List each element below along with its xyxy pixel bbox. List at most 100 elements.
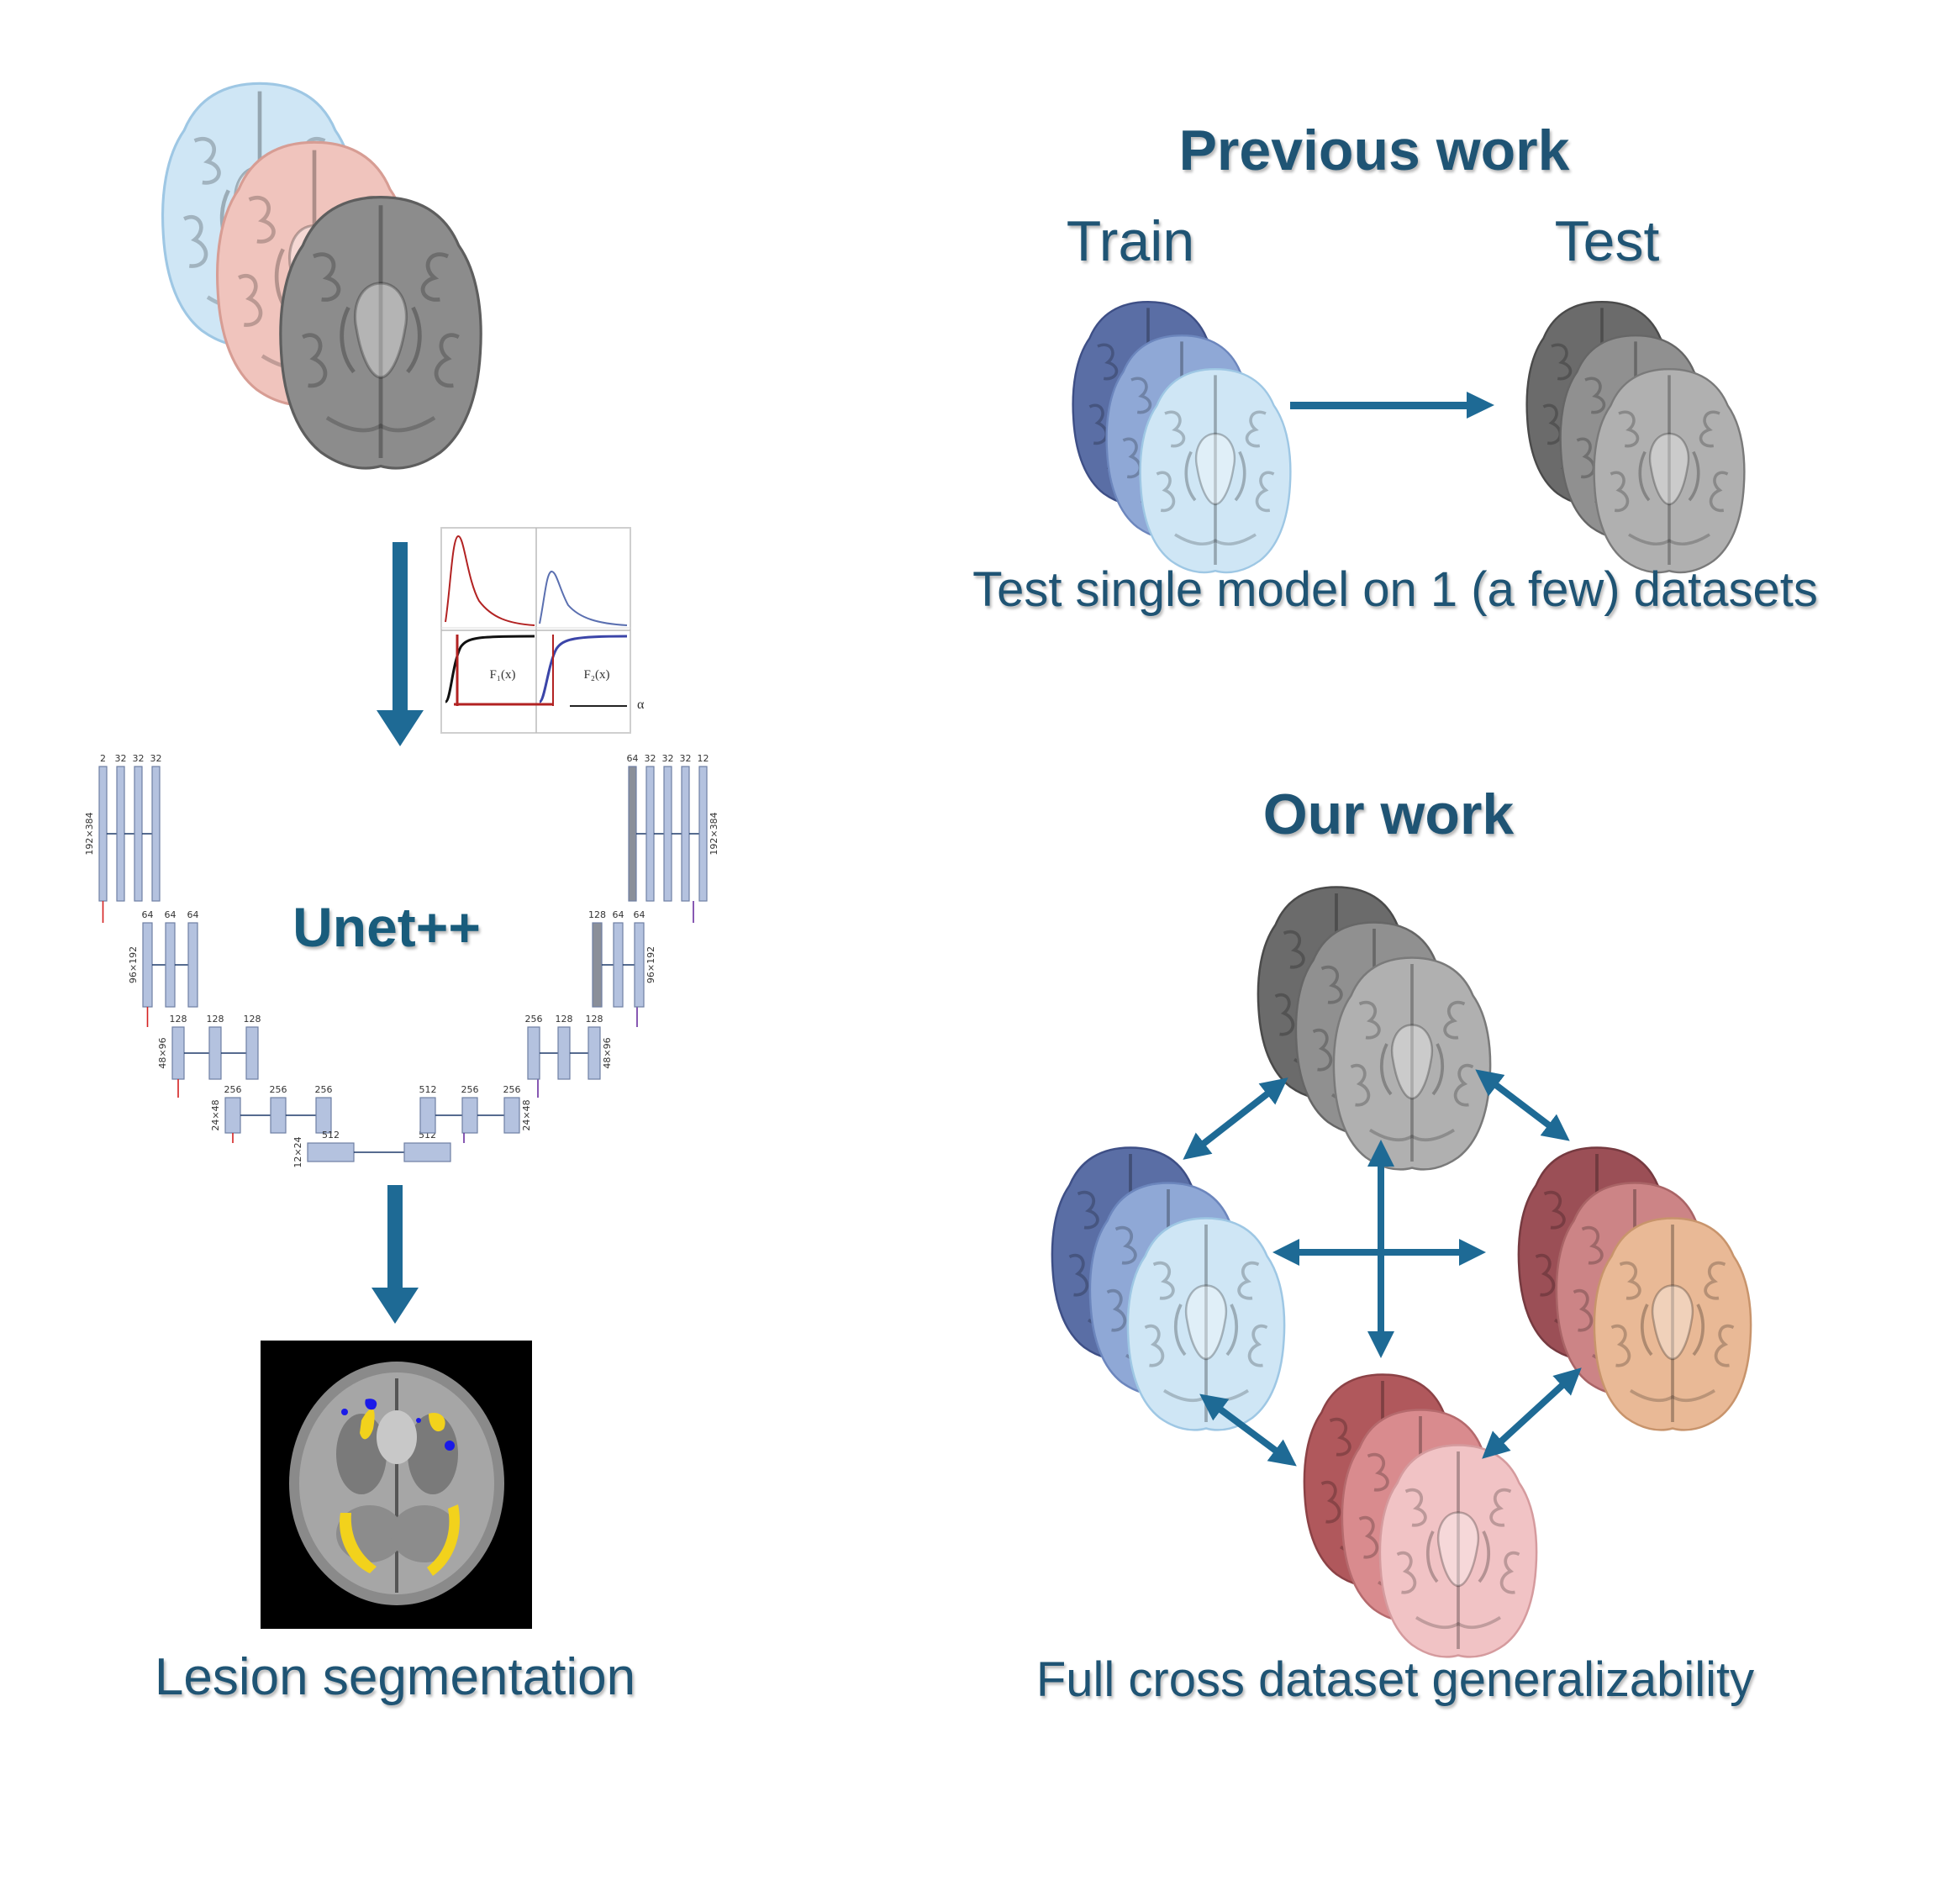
segmentation-mri-image [261, 1341, 532, 1629]
enc-channel-label-1-1: 64 [165, 909, 177, 920]
dec-channel-label-3-2: 32 [662, 753, 674, 764]
previous-work-caption: Test single model on 1 (a few) datasets [972, 562, 1818, 617]
enc-block-1-2 [187, 922, 198, 1008]
dec-block-2-0 [592, 922, 603, 1008]
lesion-false-positive-2 [445, 1441, 455, 1451]
dec-block-0-1 [461, 1097, 478, 1134]
cdf-curve-1 [444, 635, 535, 703]
enc-block-3-2 [315, 1097, 332, 1134]
enc-channel-label-2-2: 128 [244, 1014, 261, 1025]
dec-resolution-label-3: 192×384 [709, 812, 719, 855]
arrow-head [371, 1288, 419, 1324]
enc-block-4-0 [307, 1142, 355, 1162]
lesion-frontal-right [429, 1412, 445, 1432]
dec-channel-label-1-0: 256 [525, 1014, 543, 1025]
down-arrow-2 [371, 1185, 419, 1324]
enc-block-0-3 [151, 766, 161, 902]
lesion-false-positive-3 [341, 1409, 348, 1415]
enc-channel-label-2-0: 128 [170, 1014, 187, 1025]
dec-block-3-1 [645, 766, 655, 902]
pdf-curve-1 [445, 535, 535, 626]
enc-block-3-0 [224, 1097, 241, 1134]
previous-work-title: Previous work [1178, 119, 1570, 182]
enc-block-0-0 [98, 766, 108, 902]
enc-block-2-1 [208, 1026, 222, 1080]
lesion-frontal-left [360, 1409, 375, 1440]
lesion-posterior-right [427, 1504, 460, 1576]
dec-channel-label-2-0: 128 [588, 909, 606, 920]
train-to-test-arrow [1290, 392, 1494, 419]
dec-block-3-3 [681, 766, 690, 902]
arrow-gray-blue [1183, 1077, 1288, 1160]
enc-block-1-1 [165, 922, 176, 1008]
curve-label-1: F₁(x) [489, 668, 515, 682]
brain-gray [279, 196, 482, 470]
enc-channel-label-3-1: 256 [270, 1084, 287, 1095]
dec-block-0-0 [419, 1097, 436, 1134]
enc-resolution-label-3: 24×48 [210, 1099, 221, 1130]
model-label: Unet++ [292, 896, 481, 958]
dec-block-1-1 [557, 1026, 571, 1080]
dec-block-2-2 [634, 922, 645, 1008]
down-arrow-1 [377, 542, 424, 746]
enc-channel-label-0-2: 32 [133, 753, 145, 764]
dec-block-3-2 [663, 766, 672, 902]
train-label: Train [1066, 209, 1195, 273]
enc-channel-label-2-1: 128 [207, 1014, 224, 1025]
input-brain-stack [161, 82, 482, 470]
lesion-posterior-left [340, 1513, 377, 1573]
dec-block-0-2 [503, 1097, 520, 1134]
dec-block-1-2 [587, 1026, 601, 1080]
enc-channel-label-3-0: 256 [224, 1084, 242, 1095]
enc-resolution-label-1: 96×192 [128, 946, 139, 983]
enc-channel-label-3-2: 256 [315, 1084, 333, 1095]
curve-label-2: F₂(x) [583, 668, 609, 682]
previous-work-train-stack [1072, 301, 1292, 574]
dec-channel-label-3-1: 32 [645, 753, 656, 764]
our-work-maroon-stack [1517, 1146, 1752, 1431]
dec-block-1-0 [527, 1026, 540, 1080]
test-label: Test [1554, 209, 1660, 273]
dec-channel-label-0-0: 512 [419, 1084, 437, 1095]
dec-channel-label-3-4: 12 [698, 753, 709, 764]
arrow-gray-maroon [1475, 1069, 1570, 1141]
dec-block-3-4 [698, 766, 708, 902]
dec-channel-label-2-1: 64 [613, 909, 624, 920]
enc-block-3-1 [270, 1097, 287, 1134]
cdf-curve-2 [538, 635, 628, 703]
enc-channel-label-1-2: 64 [187, 909, 199, 920]
dec-resolution-label-2: 96×192 [645, 946, 656, 983]
enc-block-4-1 [403, 1142, 451, 1162]
enc-resolution-label-0: 192×384 [84, 812, 95, 855]
our-work-title: Our work [1262, 782, 1515, 846]
dec-resolution-label-1: 48×96 [602, 1037, 613, 1068]
enc-block-2-2 [245, 1026, 259, 1080]
dec-channel-label-1-1: 128 [556, 1014, 573, 1025]
previous-work-test-stack [1525, 301, 1746, 574]
enc-block-2-0 [171, 1026, 185, 1080]
our-work-caption: Full cross dataset generalizability [1035, 1652, 1755, 1707]
enc-channel-label-4-0: 512 [322, 1130, 340, 1141]
distribution-plot: F₁(x) F₂(x) α [440, 527, 645, 734]
enc-channel-label-1-0: 64 [142, 909, 154, 920]
enc-block-0-2 [134, 766, 143, 902]
dec-resolution-label-0: 24×48 [521, 1099, 532, 1130]
arrow-blue-rose [1199, 1393, 1297, 1467]
our-work-gray-stack [1257, 886, 1492, 1171]
enc-resolution-label-2: 48×96 [157, 1037, 168, 1068]
unet-architecture-diagram: 2 32 32 32 192×384 64 64 64 96×192 128 128 128 48×96… [84, 753, 719, 1168]
dec-block-2-1 [613, 922, 624, 1008]
enc-channel-label-0-0: 2 [100, 753, 106, 764]
dec-channel-label-3-3: 32 [680, 753, 692, 764]
dec-block-3-0 [628, 766, 637, 902]
enc-channel-label-0-1: 32 [115, 753, 127, 764]
dec-channel-label-1-2: 128 [586, 1014, 603, 1025]
alpha-label: α [637, 698, 645, 712]
dec-channel-label-0-1: 256 [461, 1084, 479, 1095]
enc-channel-label-0-3: 32 [150, 753, 162, 764]
our-work-blue-stack [1051, 1146, 1286, 1431]
dec-channel-label-2-2: 64 [634, 909, 645, 920]
our-work-rose-stack [1303, 1373, 1538, 1658]
cross-dataset-arrows [1183, 1069, 1582, 1467]
enc-resolution-label-4: 12×24 [292, 1136, 303, 1167]
